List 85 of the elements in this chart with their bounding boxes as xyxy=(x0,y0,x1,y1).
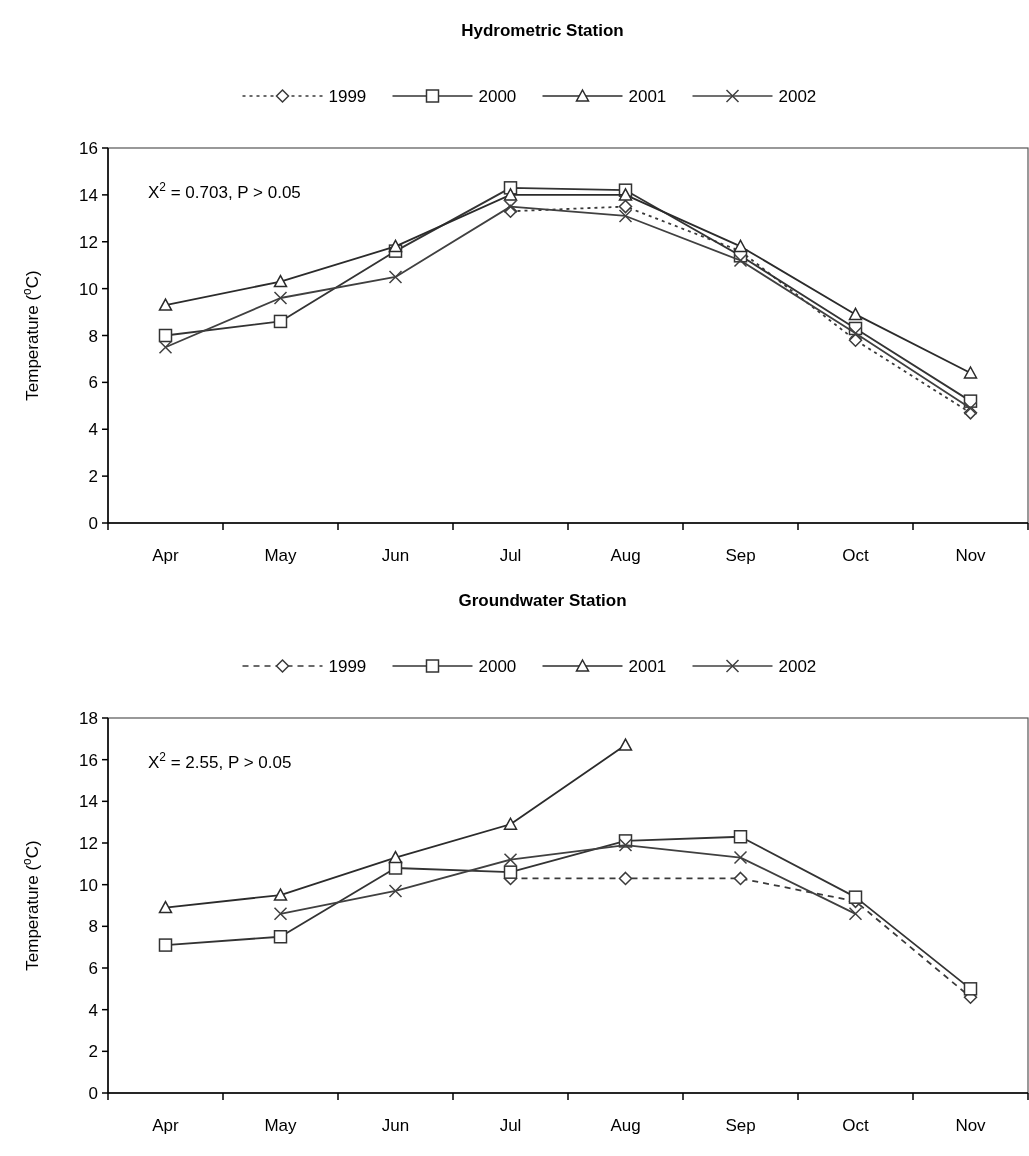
x-tick-label: Jun xyxy=(381,546,410,565)
legend-label: 2000 xyxy=(478,87,517,106)
point xyxy=(848,326,863,340)
y-tick-label: 16 xyxy=(79,750,98,770)
y-tick-label: 14 xyxy=(79,792,98,812)
x-tick-label: Sep xyxy=(725,1116,756,1135)
x-tick-label: Apr xyxy=(152,1116,180,1135)
x-tick-label: Aug xyxy=(610,1116,641,1135)
y-tick-label: 0 xyxy=(88,514,98,533)
point xyxy=(273,314,288,329)
x-tick-label: Jul xyxy=(499,1116,522,1135)
point xyxy=(618,188,633,201)
x-tick-label: Apr xyxy=(152,546,180,565)
y-tick-label: 8 xyxy=(88,326,98,346)
y-tick-label: 6 xyxy=(88,373,98,393)
point xyxy=(273,274,288,288)
x-tick-label: Aug xyxy=(610,546,641,565)
legend-label: 2000 xyxy=(478,657,517,676)
y-tick-label: 18 xyxy=(79,709,98,728)
x-tick-label: Jun xyxy=(381,1116,410,1135)
point xyxy=(158,938,173,952)
point xyxy=(158,900,173,914)
annotation: X$^{2}$ = 2.55, P > 0.05 xyxy=(148,750,292,772)
point xyxy=(388,270,403,284)
annotation: X$^{2}$ = 0.703, P > 0.05 xyxy=(148,180,301,202)
point xyxy=(503,199,518,214)
point xyxy=(503,188,518,201)
point xyxy=(618,871,633,886)
y-tick-label: 2 xyxy=(88,467,98,487)
point xyxy=(503,817,518,830)
y-tick-label: 10 xyxy=(79,875,98,895)
point xyxy=(158,340,173,354)
point xyxy=(963,982,978,996)
chart-title: Hydrometric Station xyxy=(461,21,624,40)
y-tick-label: 0 xyxy=(88,1084,98,1103)
x-tick-label: Oct xyxy=(842,1116,869,1135)
legend-label: 1999 xyxy=(328,657,367,676)
x-tick-label: Jul xyxy=(499,546,522,565)
x-tick-label: Nov xyxy=(955,1116,987,1135)
y-tick-label: 16 xyxy=(79,139,98,158)
point xyxy=(618,738,633,751)
legend-label: 2001 xyxy=(628,87,667,106)
point xyxy=(733,239,748,253)
y-tick-label: 8 xyxy=(88,917,98,937)
x-tick-label: Nov xyxy=(955,546,987,565)
legend-label: 2002 xyxy=(778,87,817,106)
legend-label: 2002 xyxy=(778,657,817,676)
point xyxy=(733,850,748,865)
point xyxy=(618,209,633,223)
point xyxy=(158,328,173,343)
point xyxy=(503,865,518,879)
point xyxy=(273,907,288,921)
point xyxy=(733,871,748,886)
point xyxy=(158,298,173,311)
y-tick-label: 6 xyxy=(88,959,98,978)
x-tick-label: Sep xyxy=(725,546,756,565)
point xyxy=(503,852,518,867)
y-tick-label: 2 xyxy=(88,1042,98,1062)
point xyxy=(273,888,288,901)
point xyxy=(848,907,863,921)
point xyxy=(388,884,403,898)
point xyxy=(733,830,748,844)
y-tick-label: 4 xyxy=(88,1000,98,1020)
point xyxy=(273,291,288,305)
point xyxy=(618,838,633,852)
point xyxy=(963,366,978,379)
y-tick-label: 10 xyxy=(79,279,98,299)
y-tick-label: 4 xyxy=(88,420,98,440)
point xyxy=(388,239,403,253)
point xyxy=(273,930,288,944)
x-tick-label: Oct xyxy=(842,546,869,565)
chart-title: Groundwater Station xyxy=(458,591,627,610)
point xyxy=(848,890,863,904)
point xyxy=(848,307,863,321)
y-tick-label: 12 xyxy=(79,232,98,252)
x-tick-label: May xyxy=(264,546,298,565)
legend-label: 2001 xyxy=(628,657,667,676)
point xyxy=(963,401,978,415)
y-tick-label: 14 xyxy=(79,185,98,205)
point xyxy=(618,199,633,214)
y-tick-label: 12 xyxy=(79,834,98,853)
x-tick-label: May xyxy=(264,1116,298,1135)
point xyxy=(388,850,403,864)
point xyxy=(733,253,748,268)
legend-label: 1999 xyxy=(328,87,367,106)
